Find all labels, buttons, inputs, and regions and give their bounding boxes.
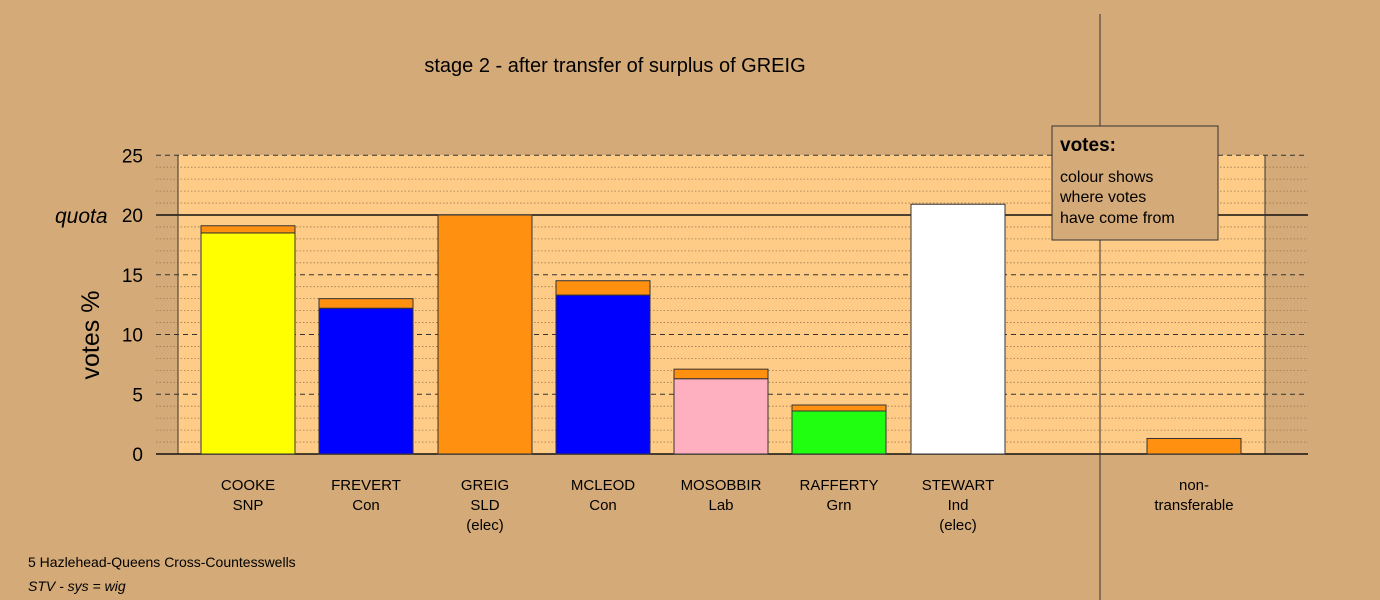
- category-label-stewart: Ind: [948, 497, 969, 514]
- legend: votes: colour shows where votes have com…: [1051, 125, 1219, 241]
- y-axis: 0 5 10 15 20 25: [122, 146, 143, 466]
- y-tick-label: 15: [122, 266, 143, 287]
- bar-mcleod-segment-0: [555, 294, 651, 455]
- category-label-mosobbir: MOSOBBIR: [681, 477, 762, 494]
- bar-frevert-segment-1: [318, 298, 414, 309]
- category-label-rafferty: RAFFERTY: [800, 477, 879, 494]
- bars: [200, 203, 1242, 455]
- category-label-non-transferable: non-: [1179, 477, 1209, 494]
- y-tick-label: 25: [122, 146, 143, 167]
- quota-label: quota: [55, 205, 108, 228]
- bar-cooke-segment-0: [200, 232, 296, 455]
- category-label-cooke: SNP: [233, 497, 264, 514]
- bar-cooke-segment-1: [200, 225, 296, 234]
- category-label-greig: (elec): [466, 517, 504, 534]
- category-label-mosobbir: Lab: [708, 497, 733, 514]
- legend-line-1: colour shows: [1060, 169, 1153, 186]
- category-label-frevert: Con: [352, 497, 380, 514]
- y-axis-label: votes %: [77, 291, 105, 380]
- category-label-frevert: FREVERT: [331, 477, 401, 494]
- bar-mosobbir-segment-1: [673, 368, 769, 380]
- category-label-rafferty: Grn: [826, 497, 851, 514]
- category-labels: COOKE SNP FREVERT Con GREIG SLD (elec) MCLEOD Co…: [221, 477, 1234, 534]
- y-tick-label: 5: [132, 385, 143, 406]
- category-label-stewart: (elec): [939, 517, 977, 534]
- footer-system: STV - sys = wig: [28, 578, 126, 594]
- bar-rafferty-segment-1: [791, 404, 887, 412]
- bar-stewart-segment-0: [910, 203, 1006, 455]
- bar-mosobbir-segment-0: [673, 378, 769, 455]
- legend-title: votes:: [1060, 135, 1116, 156]
- category-label-cooke: COOKE: [221, 477, 275, 494]
- bar-mcleod-segment-1: [555, 280, 651, 296]
- legend-line-3: have come from: [1060, 210, 1175, 227]
- bar-non-transferable: [1146, 437, 1242, 455]
- category-label-stewart: STEWART: [922, 477, 995, 494]
- legend-line-2: where votes: [1059, 189, 1146, 206]
- bar-frevert-segment-0: [318, 307, 414, 455]
- bar-greig-segment-0: [437, 214, 533, 455]
- y-tick-label: 10: [122, 326, 143, 347]
- category-label-mcleod: Con: [589, 497, 617, 514]
- category-label-mcleod: MCLEOD: [571, 477, 635, 494]
- category-label-non-transferable: transferable: [1154, 497, 1233, 514]
- legend-box: [1051, 125, 1219, 241]
- y-tick-label: 0: [132, 445, 143, 466]
- chart-title: stage 2 - after transfer of surplus of G…: [424, 55, 805, 77]
- bar-rafferty-segment-0: [791, 410, 887, 455]
- category-label-greig: GREIG: [461, 477, 509, 494]
- category-label-greig: SLD: [470, 497, 499, 514]
- y-tick-label: 20: [122, 206, 143, 227]
- footer-ward: 5 Hazlehead-Queens Cross-Countesswells: [28, 554, 296, 570]
